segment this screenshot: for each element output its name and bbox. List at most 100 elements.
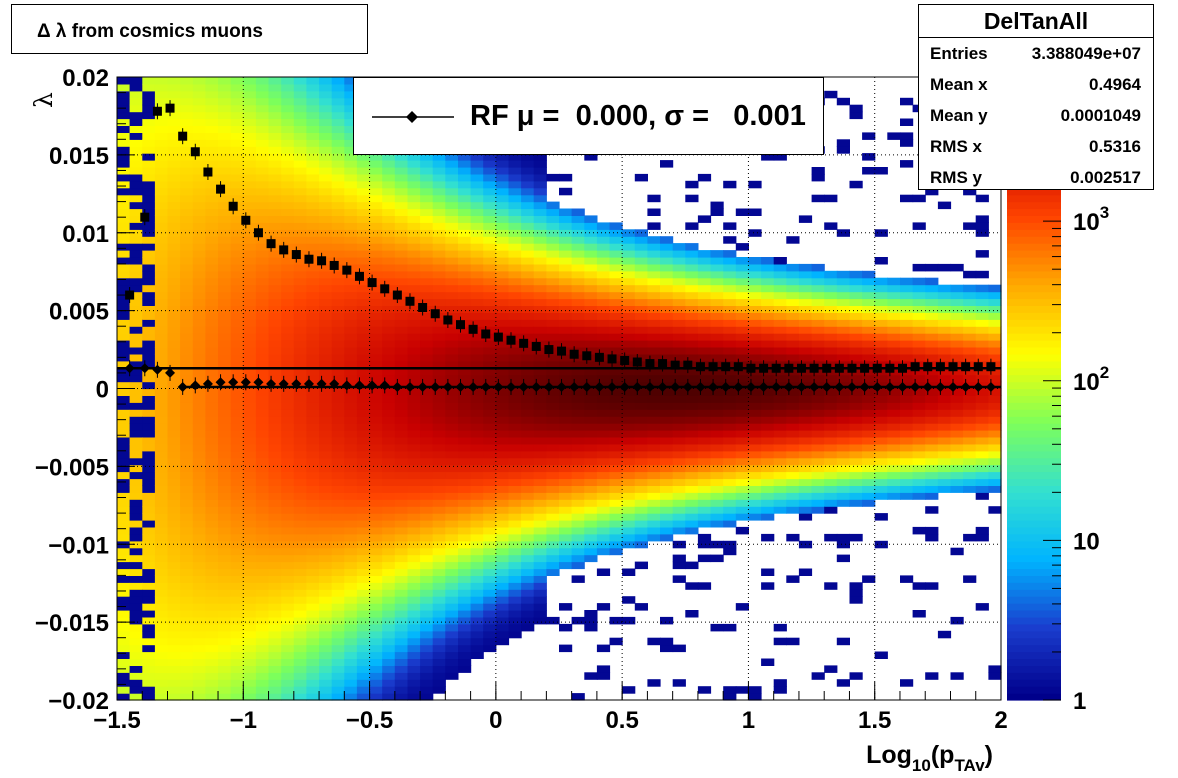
heatmap-cell [344,326,358,334]
heatmap-cell [609,513,623,521]
heatmap-cell [293,222,307,230]
heatmap-cell [281,90,295,99]
heatmap-cell [218,637,232,646]
heatmap-cell [937,630,952,639]
heatmap-cell [407,547,421,556]
heatmap-cell [230,77,244,85]
heatmap-cell [331,416,345,424]
heatmap-cell [660,374,674,383]
heatmap-cell [723,298,737,306]
heatmap-cell [798,215,813,223]
heatmap-cell [495,381,510,390]
heatmap-cell [369,180,383,189]
heatmap-cell [407,353,421,362]
heatmap-cell [230,575,244,583]
heatmap-cell [192,672,206,680]
heatmap-cell [672,263,686,272]
heatmap-cell [432,409,446,417]
heatmap-cell [647,257,661,265]
heatmap-cell [748,333,762,341]
heatmap-cell [773,679,787,687]
heatmap-cell [862,374,876,383]
heatmap-cell [458,243,472,251]
heatmap-cell [129,333,143,341]
heatmap-cell [306,464,320,473]
heatmap-cell [546,520,560,528]
heatmap-cell [293,305,307,313]
heatmap-cell [685,416,699,424]
heatmap-cell [205,284,219,293]
heatmap-cell [660,284,674,293]
heatmap-cell [369,506,383,514]
heatmap-cell [723,347,737,355]
heatmap-cell [331,215,345,223]
heatmap-cell [255,443,270,452]
heatmap-cell [685,499,699,507]
heatmap-cell [748,298,762,306]
heatmap-cell [761,499,775,507]
heatmap-cell [609,499,623,507]
heatmap-cell [230,153,244,161]
heatmap-cell [255,277,270,286]
heatmap-cell [420,547,434,556]
heatmap-cell [420,284,434,293]
heatmap-cell [154,464,169,473]
heatmap-cell [634,526,648,535]
heatmap-cell [546,388,560,396]
heatmap-cell [723,284,737,293]
heatmap-cell [306,526,320,535]
heatmap-cell [647,367,661,376]
heatmap-cell [382,478,396,486]
heatmap-cell [495,554,510,563]
heatmap-cell [344,374,358,383]
heatmap-cell [836,319,850,327]
heatmap-cell [912,526,926,535]
heatmap-cell [824,471,838,480]
heatmap-cell [218,499,232,507]
heatmap-cell [596,526,611,535]
heatmap-cell [432,187,446,196]
heatmap-cell [483,623,497,632]
heatmap-cell [533,160,547,168]
heatmap-cell [824,450,838,459]
mean-marker [404,381,415,392]
heatmap-cell [811,464,825,473]
rms-marker [847,363,857,373]
heatmap-cell [369,353,383,362]
heatmap-cell [218,118,232,126]
heatmap-cell [268,229,282,237]
heatmap-cell [697,353,712,362]
heatmap-cell [925,443,939,452]
heatmap-cell [154,395,169,403]
heatmap-cell [331,430,345,438]
heatmap-cell [887,298,901,306]
heatmap-cell [344,125,358,133]
heatmap-cell [154,409,169,417]
heatmap-cell [230,340,244,348]
heatmap-cell [293,443,307,452]
heatmap-cell [192,575,206,583]
heatmap-cell [900,347,914,355]
mean-marker [859,381,870,392]
heatmap-cell [192,547,206,556]
heatmap-cell [205,381,219,390]
heatmap-cell [382,499,396,507]
heatmap-cell [218,83,232,92]
heatmap-cell [394,679,408,687]
heatmap-cell [470,637,484,646]
heatmap-cell [887,423,901,431]
heatmap-cell [331,305,345,313]
heatmap-cell [192,561,206,570]
heatmap-cell [382,526,396,535]
heatmap-cell [142,693,156,701]
heatmap-cell [117,658,131,666]
heatmap-cell [117,146,131,154]
heatmap-cell [761,277,775,286]
heatmap-cell [963,437,977,445]
heatmap-cell [723,623,737,632]
heatmap-cell [268,630,282,639]
heatmap-cell [546,499,560,507]
heatmap-cell [521,367,535,376]
heatmap-cell [950,319,964,327]
heatmap-cell [660,270,674,279]
